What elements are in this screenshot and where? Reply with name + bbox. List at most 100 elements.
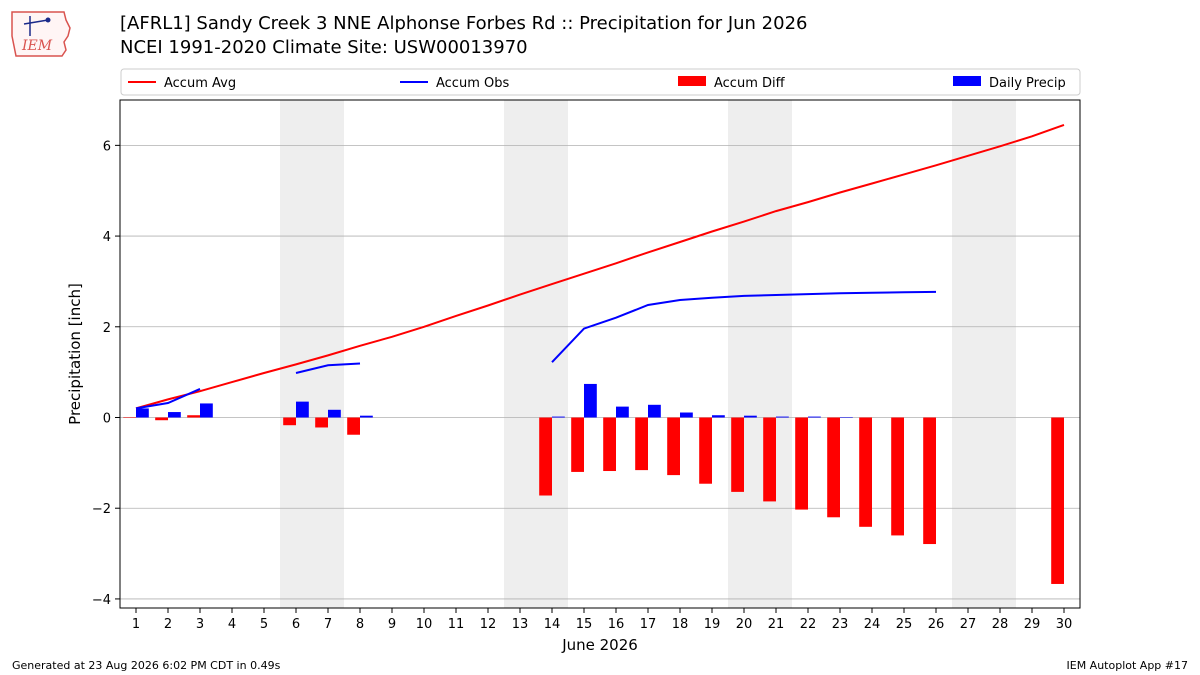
daily-precip-bar	[584, 383, 597, 418]
x-tick-label: 12	[480, 617, 497, 632]
y-tick-label: 0	[103, 412, 111, 427]
weekend-band	[728, 100, 792, 608]
legend: Accum Avg Accum Obs Accum Diff Daily Precip	[120, 68, 1081, 96]
daily-precip-bar	[616, 406, 629, 418]
daily-precip-bar	[680, 412, 693, 418]
daily-precip-bar	[296, 401, 309, 418]
chart-title: [AFRL1] Sandy Creek 3 NNE Alphonse Forbe…	[120, 13, 808, 34]
accum-diff-bar	[155, 417, 168, 421]
weekend-band	[952, 100, 1016, 608]
x-tick-label: 28	[992, 617, 1009, 632]
x-tick-label: 15	[576, 617, 593, 632]
x-tick-label: 24	[864, 617, 881, 632]
daily-precip-bar	[744, 415, 757, 418]
legend-accum-diff-swatch	[678, 76, 706, 86]
accum-diff-bar	[635, 417, 648, 471]
bars	[123, 383, 1064, 584]
daily-precip-bar	[136, 408, 149, 418]
daily-precip-bar	[168, 412, 181, 418]
accum-diff-bar	[347, 417, 360, 435]
weekend-band	[504, 100, 568, 608]
accum-obs-line	[551, 290, 937, 363]
daily-precip-bar	[552, 416, 565, 418]
weekend-shading	[280, 100, 1016, 608]
y-tick-label: −4	[92, 593, 111, 608]
x-tick-label: 16	[608, 617, 625, 632]
legend-box	[120, 68, 1081, 96]
legend-accum-obs-label: Accum Obs	[436, 76, 509, 91]
x-tick-label: 3	[196, 617, 204, 632]
accum-diff-bar	[795, 417, 808, 510]
lines	[135, 123, 1065, 410]
x-tick-label: 6	[292, 617, 300, 632]
x-tick-label: 29	[1024, 617, 1041, 632]
daily-precip-bar	[328, 409, 341, 418]
daily-precip-bar	[808, 416, 821, 418]
footer-generated: Generated at 23 Aug 2026 6:02 PM CDT in …	[12, 659, 281, 672]
x-tick-label: 7	[324, 617, 332, 632]
chart-subtitle: NCEI 1991-2020 Climate Site: USW00013970	[120, 37, 528, 58]
x-tick-label: 30	[1056, 617, 1073, 632]
x-tick-label: 18	[672, 617, 689, 632]
daily-precip-bar	[840, 417, 853, 418]
accum-diff-bar	[923, 417, 936, 545]
daily-precip-bar	[712, 415, 725, 418]
accum-diff-bar	[603, 417, 616, 472]
accum-diff-bar	[667, 417, 680, 476]
grid-lines	[120, 144, 1080, 600]
accum-diff-bar	[539, 417, 552, 496]
x-tick-label: 20	[736, 617, 753, 632]
accum-obs-line	[295, 362, 361, 374]
accum-diff-bar	[731, 417, 744, 492]
x-tick-label: 14	[544, 617, 561, 632]
accum-diff-bar	[763, 417, 776, 502]
accum-diff-bar	[1051, 417, 1064, 584]
x-tick-label: 1	[132, 617, 140, 632]
x-tick-label: 26	[928, 617, 945, 632]
y-tick-label: 4	[103, 230, 111, 245]
y-tick-label: −2	[92, 502, 111, 517]
daily-precip-bar	[648, 404, 661, 418]
legend-daily-precip-label: Daily Precip	[989, 76, 1066, 91]
x-tick-label: 27	[960, 617, 977, 632]
x-tick-label: 21	[768, 617, 785, 632]
x-tick-label: 11	[448, 617, 465, 632]
accum-diff-bar	[699, 417, 712, 484]
accum-diff-bar	[859, 417, 872, 527]
x-axis-label: June 2026	[561, 636, 638, 654]
legend-daily-precip-swatch	[953, 76, 981, 86]
daily-precip-bar	[360, 415, 373, 418]
y-tick-label: 2	[103, 321, 111, 336]
y-tick-label: 6	[103, 139, 111, 154]
accum-diff-bar	[827, 417, 840, 518]
x-tick-label: 17	[640, 617, 657, 632]
daily-precip-bar	[776, 416, 789, 418]
x-tick-label: 4	[228, 617, 236, 632]
x-tick-label: 23	[832, 617, 849, 632]
accum-diff-bar	[315, 417, 328, 428]
x-tick-label: 8	[356, 617, 364, 632]
plot-frame	[119, 99, 1081, 609]
accum-diff-bar	[123, 417, 136, 418]
x-tick-label: 5	[260, 617, 268, 632]
accum-avg-line	[135, 123, 1065, 410]
accum-diff-bar	[283, 417, 296, 426]
footer-app: IEM Autoplot App #17	[1066, 659, 1189, 672]
legend-accum-diff-label: Accum Diff	[714, 76, 786, 91]
y-axis-label: Precipitation [inch]	[66, 283, 84, 425]
x-tick-label: 19	[704, 617, 721, 632]
legend-accum-avg-label: Accum Avg	[164, 76, 236, 91]
accum-diff-bar	[571, 417, 584, 472]
daily-precip-bar	[200, 403, 213, 418]
x-tick-label: 22	[800, 617, 817, 632]
accum-obs-line	[135, 387, 201, 410]
x-tick-label: 9	[388, 617, 396, 632]
x-tick-label: 10	[416, 617, 433, 632]
x-tick-label: 13	[512, 617, 529, 632]
iem-logo: IEM	[11, 11, 71, 57]
accum-diff-bar	[891, 417, 904, 536]
logo-text: IEM	[21, 38, 53, 54]
x-tick-label: 2	[164, 617, 172, 632]
